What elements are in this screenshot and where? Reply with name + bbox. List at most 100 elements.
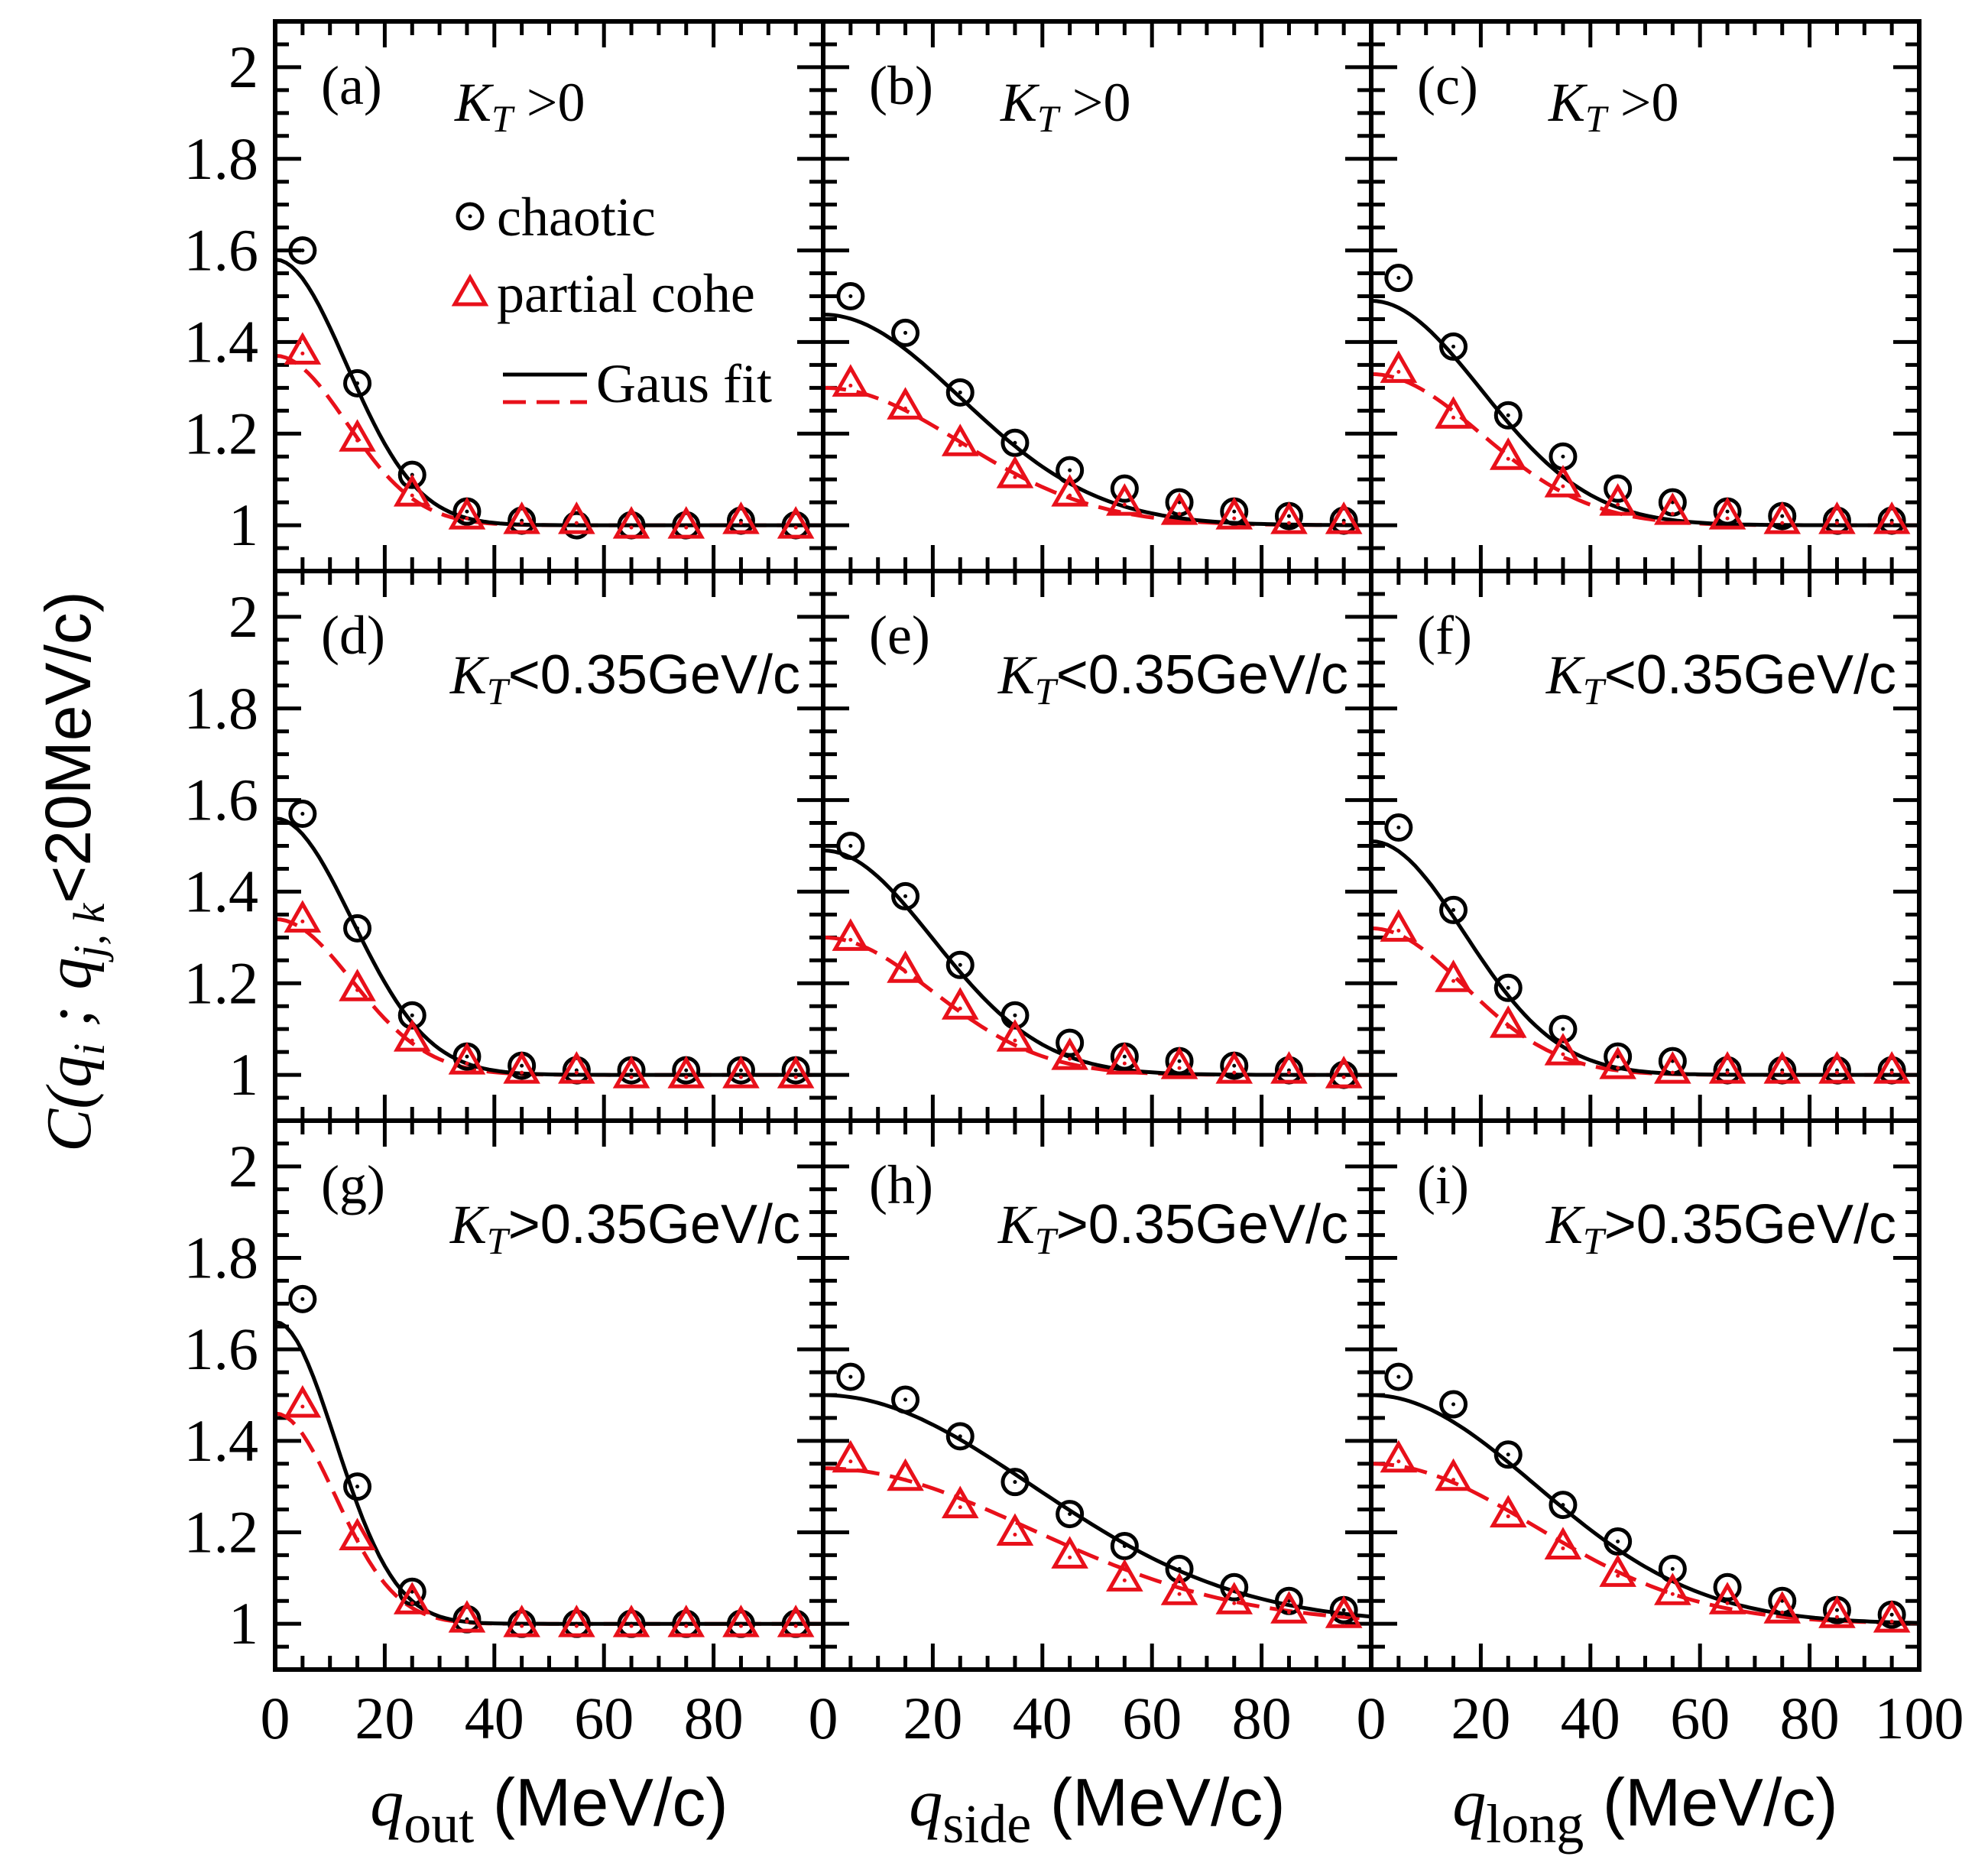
point-chaotic-center bbox=[1561, 1503, 1565, 1507]
point-chaotic-center bbox=[903, 894, 908, 898]
y-label-main: C(q bbox=[34, 1056, 105, 1152]
point-chaotic-center bbox=[1286, 514, 1291, 518]
y-tick-label: 2 bbox=[229, 34, 258, 100]
point-partial bbox=[393, 474, 431, 507]
y-tick-label: 2 bbox=[229, 583, 258, 650]
point-chaotic-center bbox=[355, 1485, 360, 1489]
point-partial-center bbox=[1177, 1066, 1182, 1070]
point-chaotic-center bbox=[410, 1013, 414, 1017]
point-chaotic bbox=[1713, 1572, 1742, 1602]
point-chaotic bbox=[836, 832, 865, 860]
point-partial bbox=[1160, 1572, 1198, 1605]
point-partial-center bbox=[1506, 1024, 1510, 1029]
panel-i: (i) KT>0.35GeV/c 0 20 40 60 80 100 bbox=[1357, 1118, 1964, 1751]
point-partial bbox=[1654, 492, 1691, 525]
point-partial bbox=[1599, 1554, 1636, 1587]
point-partial-center bbox=[1616, 502, 1620, 507]
point-chaotic-center bbox=[793, 1068, 798, 1073]
panel-label: (h) bbox=[869, 1154, 933, 1215]
point-partial bbox=[558, 1605, 595, 1637]
point-partial bbox=[1106, 1042, 1143, 1075]
point-chaotic bbox=[945, 950, 975, 979]
point-partial bbox=[339, 419, 376, 452]
kt-subscript: T bbox=[491, 97, 515, 140]
kt-cut-label: KT >0 bbox=[1548, 72, 1678, 140]
point-partial-center bbox=[1561, 1052, 1565, 1056]
point-partial bbox=[1818, 1051, 1856, 1084]
x-tick-label: 60 bbox=[574, 1685, 634, 1751]
point-partial-center bbox=[465, 516, 469, 521]
point-partial bbox=[722, 1605, 760, 1637]
point-partial bbox=[503, 501, 540, 534]
point-partial-center bbox=[410, 1038, 414, 1043]
point-partial-center bbox=[848, 1459, 853, 1464]
point-partial bbox=[1380, 909, 1418, 942]
point-partial-center bbox=[1122, 1061, 1127, 1066]
kt-subscript: T bbox=[1585, 97, 1609, 140]
point-partial bbox=[1544, 1033, 1582, 1066]
x-tick-label: 20 bbox=[1451, 1685, 1510, 1751]
point-chaotic bbox=[891, 1385, 920, 1414]
point-chaotic bbox=[397, 460, 426, 489]
x-tick-label: 100 bbox=[1875, 1685, 1964, 1751]
point-partial bbox=[1270, 1051, 1308, 1084]
point-partial-center bbox=[520, 1624, 524, 1628]
y-tick-label: 1.4 bbox=[184, 1407, 259, 1474]
panel-frame bbox=[1369, 1118, 1922, 1672]
legend-chaotic-label: chaotic bbox=[497, 187, 656, 248]
kt-symbol: K bbox=[454, 72, 495, 133]
point-partial bbox=[1873, 1051, 1911, 1084]
point-partial-center bbox=[1068, 1056, 1072, 1061]
point-partial bbox=[1435, 396, 1472, 429]
point-partial bbox=[777, 1605, 815, 1637]
point-chaotic bbox=[1439, 895, 1468, 924]
point-chaotic-center bbox=[355, 381, 360, 385]
point-partial bbox=[996, 1513, 1034, 1546]
x-title-unit: (MeV/c) bbox=[1031, 1764, 1285, 1840]
point-chaotic bbox=[1604, 1527, 1633, 1556]
point-partial-center bbox=[848, 383, 853, 388]
y-label-tail: <20MeV/c) bbox=[32, 591, 104, 904]
legend-partial-marker bbox=[451, 273, 489, 307]
panel-label: (d) bbox=[321, 605, 385, 666]
fit-line-chaotic bbox=[822, 1393, 1372, 1619]
point-partial-center bbox=[410, 493, 414, 498]
kt-cut-label: KT<0.35GeV/c bbox=[449, 644, 800, 712]
kt-subscript: T bbox=[1583, 1219, 1607, 1262]
y-tick-label: 1.8 bbox=[184, 125, 259, 192]
point-partial-center bbox=[355, 988, 360, 992]
legend: chaotic partial cohe Gaus fit bbox=[451, 187, 772, 414]
point-chaotic bbox=[1000, 428, 1030, 457]
point-partial bbox=[1325, 1595, 1363, 1628]
point-chaotic-center bbox=[1396, 1374, 1401, 1379]
point-chaotic-center bbox=[1068, 468, 1072, 472]
x-title-sub: out bbox=[404, 1793, 474, 1855]
point-partial-center bbox=[1286, 1610, 1291, 1614]
point-partial bbox=[339, 1517, 376, 1550]
kt-subscript: T bbox=[1037, 97, 1061, 140]
point-partial-center bbox=[1506, 1514, 1510, 1519]
x-tick-label: 40 bbox=[465, 1685, 524, 1751]
point-chaotic-center bbox=[1341, 1608, 1346, 1612]
point-partial-center bbox=[520, 1070, 524, 1075]
point-partial bbox=[1270, 1591, 1308, 1624]
legend-chaotic-marker bbox=[456, 202, 485, 231]
panel-label: (f) bbox=[1417, 605, 1472, 666]
point-partial bbox=[941, 987, 979, 1020]
point-partial bbox=[667, 1605, 705, 1637]
point-partial-center bbox=[1013, 475, 1017, 479]
point-chaotic-center bbox=[1451, 907, 1456, 912]
point-partial-center bbox=[738, 521, 743, 525]
kt-symbol: K bbox=[1545, 1194, 1586, 1255]
point-chaotic bbox=[945, 1422, 975, 1451]
point-partial-center bbox=[1341, 1075, 1346, 1079]
point-partial-center bbox=[1013, 1038, 1017, 1043]
point-partial bbox=[832, 1439, 870, 1473]
legend-fit-label: Gaus fit bbox=[596, 353, 772, 414]
point-partial bbox=[777, 506, 815, 539]
point-partial bbox=[1489, 437, 1527, 470]
kt-symbol: K bbox=[449, 644, 490, 706]
point-chaotic bbox=[288, 236, 317, 265]
point-partial-center bbox=[574, 1070, 579, 1075]
